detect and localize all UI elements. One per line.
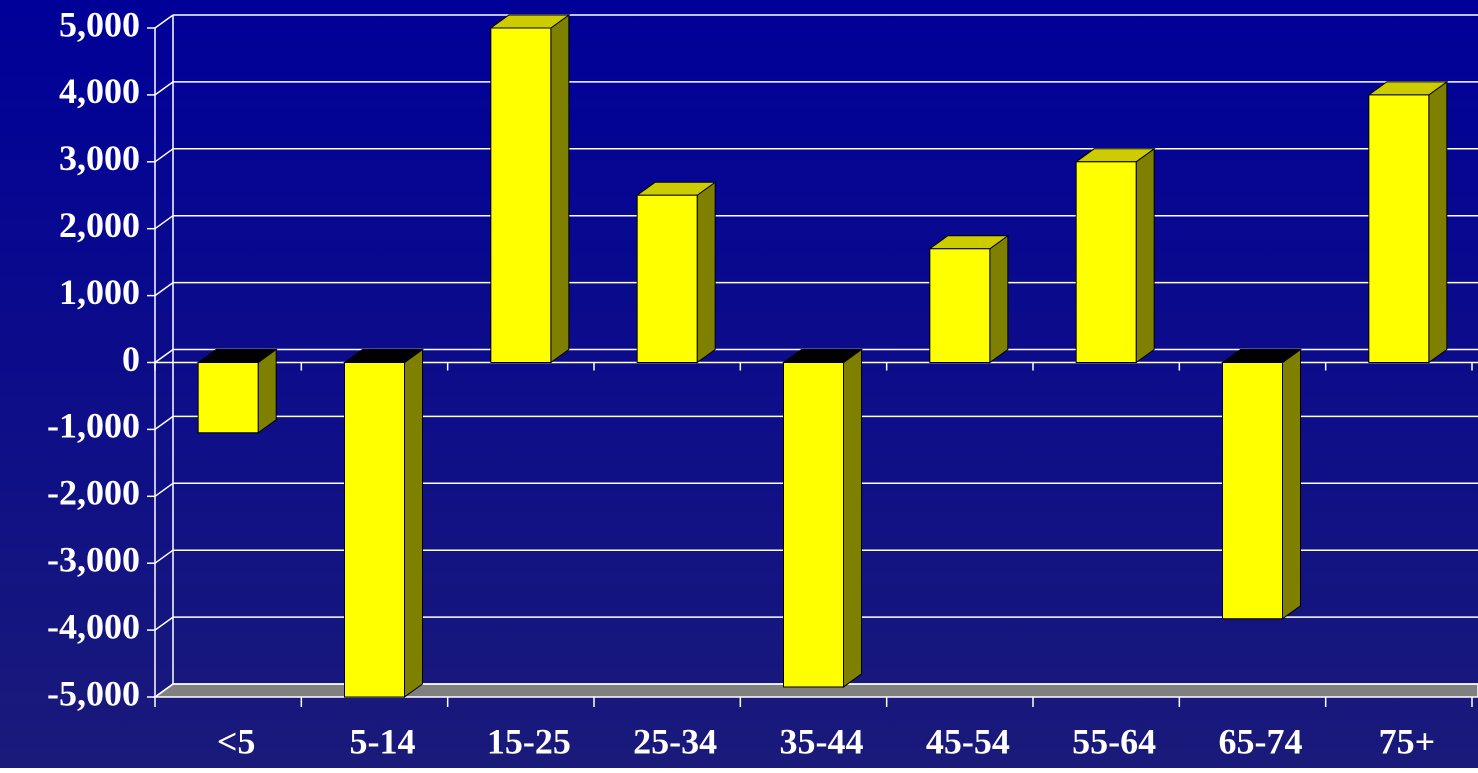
x-tick-label: <5 xyxy=(217,721,256,761)
bar xyxy=(342,348,425,698)
y-tick-label: -3,000 xyxy=(47,539,140,579)
bar-front xyxy=(197,362,259,434)
bar-side xyxy=(989,234,1009,364)
grid-line-side xyxy=(154,482,174,497)
bar-front xyxy=(929,248,991,364)
plot: -5,000 -4,000 -3,000 -2,000 -1,000 0 1,000 2,00… xyxy=(47,4,1478,761)
y-tick-label: 4,000 xyxy=(59,71,140,111)
bar-side xyxy=(696,181,716,364)
bar xyxy=(928,234,1010,364)
grid-line-side xyxy=(154,215,174,230)
bar-side xyxy=(1282,348,1301,620)
bar-side xyxy=(1135,147,1155,364)
bar xyxy=(489,14,571,364)
grid-line-side xyxy=(154,683,174,698)
bar-front xyxy=(1368,94,1430,364)
x-tick-label: 45-54 xyxy=(926,721,1010,761)
bar xyxy=(1074,147,1156,364)
x-tick-label: 35-44 xyxy=(780,721,864,761)
bar xyxy=(196,348,278,434)
grid-line-side xyxy=(154,415,174,431)
y-tick-label: 2,000 xyxy=(59,205,140,245)
y-tick-label: 3,000 xyxy=(59,138,140,178)
grid-line-side xyxy=(154,81,174,96)
bar xyxy=(1220,348,1303,620)
grid-line-side xyxy=(154,281,174,297)
bar-front xyxy=(1222,362,1283,620)
bar-side xyxy=(843,348,862,688)
x-tick-label: 65-74 xyxy=(1219,721,1303,761)
bar-front xyxy=(636,194,698,363)
bar xyxy=(781,348,864,688)
bar-front xyxy=(783,362,844,688)
bar xyxy=(1367,80,1449,364)
y-tick-label: -1,000 xyxy=(47,406,140,446)
bar-front xyxy=(490,27,552,363)
x-tick-label: 55-64 xyxy=(1072,721,1156,761)
grid-line-side xyxy=(154,348,174,364)
x-tick-label: 15-25 xyxy=(487,721,571,761)
bar-front xyxy=(344,362,405,698)
bar-side xyxy=(1428,80,1448,364)
bar-side xyxy=(404,348,423,698)
bar-side xyxy=(257,348,277,434)
y-tick-label: -5,000 xyxy=(47,673,140,713)
grid-line-side xyxy=(154,14,174,29)
y-tick-label: 5,000 xyxy=(59,4,140,44)
y-tick-label: 0 xyxy=(122,339,140,379)
y-tick-label: -4,000 xyxy=(47,606,140,646)
x-tick-label: 75+ xyxy=(1379,721,1436,761)
grid-line-side xyxy=(154,148,174,163)
y-tick-label: 1,000 xyxy=(59,272,140,312)
grid-line-side xyxy=(154,549,174,564)
bar-side xyxy=(550,14,570,364)
x-tick-label: 25-34 xyxy=(633,721,717,761)
grid-line-side xyxy=(154,616,174,631)
y-tick-label: -2,000 xyxy=(47,473,140,513)
bar xyxy=(635,181,717,364)
bar-front xyxy=(1075,161,1137,363)
x-tick-label: 5-14 xyxy=(350,721,416,761)
